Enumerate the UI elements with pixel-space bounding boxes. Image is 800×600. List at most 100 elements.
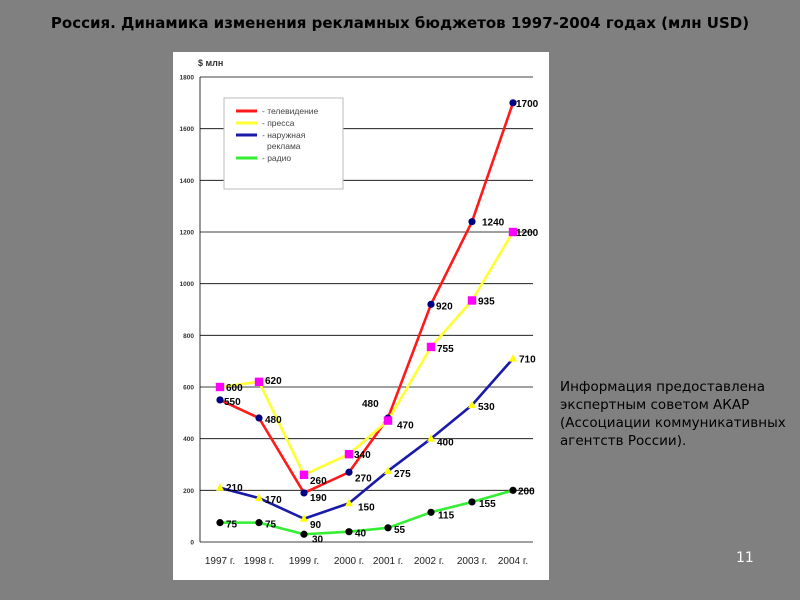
line-chart: $ млн 0 200 400 600 800 1000 1200 1400 1600 1800 19… xyxy=(180,58,539,567)
data-point xyxy=(384,524,392,532)
data-label: 190 xyxy=(310,493,327,504)
legend-label: - пресса xyxy=(262,118,295,128)
data-label: 1200 xyxy=(516,228,539,239)
slide-title: Россия. Динамика изменения рекламных бюд… xyxy=(50,14,750,32)
series-line xyxy=(220,489,514,536)
legend-label: реклама xyxy=(267,141,301,151)
data-point xyxy=(509,99,517,107)
data-label: 30 xyxy=(312,534,324,545)
data-label: 115 xyxy=(438,510,455,521)
data-point xyxy=(427,300,435,308)
data-point xyxy=(509,486,517,494)
y-tick-label: 400 xyxy=(183,436,194,443)
data-point xyxy=(383,416,393,425)
data-point xyxy=(216,519,224,527)
series-line xyxy=(219,357,514,521)
info-note-line: (Ассоциации коммуникативных xyxy=(560,415,786,431)
data-label: 920 xyxy=(436,301,453,312)
info-note-line: экспертным советом АКАР xyxy=(560,397,750,413)
y-tick-label: 800 xyxy=(183,333,194,340)
data-label: 480 xyxy=(362,399,379,410)
legend-label: - радио xyxy=(262,153,291,163)
legend-label: - наружная xyxy=(262,130,306,140)
data-label: 55 xyxy=(394,525,406,536)
y-tick-label: 1200 xyxy=(180,230,195,237)
data-label: 210 xyxy=(226,483,243,494)
data-point xyxy=(344,449,354,459)
data-label: 275 xyxy=(394,469,411,480)
data-label: 1700 xyxy=(516,99,539,110)
info-note-line: Информация предоставлена xyxy=(560,379,765,395)
data-point xyxy=(468,218,476,226)
x-tick-label: 2003 г. xyxy=(457,556,487,567)
data-label: 400 xyxy=(437,438,454,449)
series-line xyxy=(219,231,515,477)
data-point xyxy=(254,377,264,387)
y-tick-label: 600 xyxy=(183,385,194,392)
data-label: 620 xyxy=(265,376,282,387)
info-note: Информация предоставлена экспертным сове… xyxy=(560,378,800,450)
chart-panel: $ млн 0 200 400 600 800 1000 1200 1400 1600 1800 19… xyxy=(173,52,549,580)
x-tick-label: 1998 г. xyxy=(244,556,274,567)
data-point xyxy=(345,528,353,536)
data-label: 1240 xyxy=(482,218,505,229)
data-point xyxy=(345,498,353,507)
x-tick-label: 1997 г. xyxy=(205,556,235,567)
data-label: 75 xyxy=(265,520,277,531)
data-label: 480 xyxy=(265,415,282,426)
y-tick-label: 1800 xyxy=(180,75,195,82)
data-label: 470 xyxy=(397,421,414,432)
data-point xyxy=(468,498,476,506)
y-axis-label: $ млн xyxy=(198,58,223,68)
data-point xyxy=(345,468,353,476)
data-point xyxy=(216,483,224,491)
y-tick-label: 1000 xyxy=(180,281,195,288)
y-tick-label: 1600 xyxy=(180,126,195,133)
data-point xyxy=(427,508,435,516)
x-tick-label: 2001 г. xyxy=(373,556,403,567)
data-point xyxy=(467,296,477,305)
data-point xyxy=(299,470,309,480)
data-label: 340 xyxy=(354,450,371,461)
data-point xyxy=(427,434,435,442)
data-label: 260 xyxy=(310,476,327,487)
y-tick-label: 1400 xyxy=(180,178,195,185)
data-point xyxy=(426,342,436,352)
data-point xyxy=(300,514,308,522)
data-label: 200 xyxy=(518,486,535,497)
x-tick-label: 2000 г. xyxy=(334,556,364,567)
data-label: 170 xyxy=(265,495,282,506)
legend-box xyxy=(223,97,344,190)
data-label: 550 xyxy=(224,397,241,408)
data-point xyxy=(255,493,263,502)
data-point xyxy=(384,466,392,474)
data-point xyxy=(255,414,263,422)
data-label: 530 xyxy=(478,402,495,413)
data-label: 155 xyxy=(479,499,496,510)
data-point xyxy=(215,382,225,392)
data-point xyxy=(255,519,263,527)
data-point xyxy=(216,396,224,404)
data-point xyxy=(300,530,308,538)
data-point xyxy=(509,354,517,362)
data-label: 75 xyxy=(226,520,238,531)
series-line xyxy=(219,102,515,495)
data-point xyxy=(300,489,308,497)
data-label: 40 xyxy=(355,529,367,540)
x-tick-label: 2002 г. xyxy=(414,556,444,567)
data-label: 150 xyxy=(358,502,375,513)
page-number: 11 xyxy=(736,550,754,566)
data-point xyxy=(508,227,518,237)
x-tick-label: 2004 г. xyxy=(498,556,528,567)
data-label: 755 xyxy=(437,344,454,355)
info-note-line: агентств России). xyxy=(560,433,687,449)
data-label: 710 xyxy=(519,355,536,366)
y-tick-label: 0 xyxy=(190,540,194,547)
data-point xyxy=(468,400,476,409)
legend-label: - телевидение xyxy=(262,106,319,116)
data-label: 270 xyxy=(355,473,372,484)
data-label: 600 xyxy=(226,383,243,394)
x-tick-label: 1999 г. xyxy=(289,556,319,567)
data-label: 935 xyxy=(478,296,495,307)
data-label: 90 xyxy=(310,520,322,531)
